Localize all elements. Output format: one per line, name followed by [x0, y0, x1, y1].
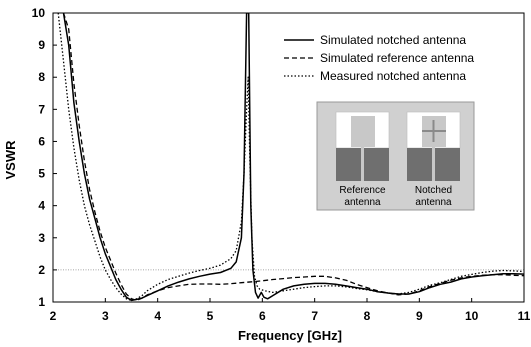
legend-label-simulated-notched: Simulated notched antenna — [320, 33, 466, 47]
x-tick-label: 7 — [311, 309, 318, 323]
series-line-1 — [62, 13, 524, 302]
notched-antenna-illustration: Notched antenna — [406, 111, 461, 208]
x-axis-title: Frequency [GHz] — [238, 328, 342, 343]
inset-label-notched-line1: Notched — [415, 185, 452, 196]
inset-label-notched-line2: antenna — [415, 197, 452, 208]
y-tick-label: 10 — [32, 6, 46, 20]
y-axis-title: VSWR — [3, 140, 18, 180]
reference-patch — [351, 116, 375, 147]
notched-feed-line — [432, 146, 435, 181]
y-tick-label: 7 — [38, 102, 45, 116]
inset-label-reference-line1: Reference — [339, 185, 386, 196]
y-tick-label: 3 — [38, 231, 45, 245]
legend-label-simulated-reference: Simulated reference antenna — [320, 51, 474, 65]
x-tick-label: 8 — [364, 309, 371, 323]
plot-frame — [52, 12, 525, 303]
x-tick-label: 10 — [465, 309, 479, 323]
x-tick-label: 6 — [259, 309, 266, 323]
legend: Simulated notched antenna Simulated refe… — [284, 33, 474, 83]
y-tick-label: 5 — [38, 167, 45, 181]
notch-slot-vertical — [432, 120, 435, 142]
legend-label-measured-notched: Measured notched antenna — [320, 69, 466, 83]
y-tick-label: 9 — [38, 38, 45, 52]
y-tick-label: 2 — [38, 263, 45, 277]
inset-label-reference-line2: antenna — [344, 197, 381, 208]
y-tick-label: 8 — [38, 70, 45, 84]
x-tick-label: 3 — [102, 309, 109, 323]
y-tick-label: 4 — [38, 199, 45, 213]
y-tick-label: 6 — [38, 134, 45, 148]
antenna-inset: Reference antenna Notched antenna — [316, 101, 475, 211]
reference-feed-line — [361, 146, 364, 181]
x-tick-label: 9 — [416, 309, 423, 323]
x-tick-label: 11 — [518, 309, 531, 323]
series-line-2 — [57, 13, 524, 302]
y-tick-label: 1 — [38, 295, 45, 309]
x-tick-label: 5 — [207, 309, 214, 323]
x-tick-label: 2 — [50, 309, 57, 323]
x-tick-label: 4 — [154, 309, 161, 323]
reference-antenna-illustration: Reference antenna — [335, 111, 390, 208]
